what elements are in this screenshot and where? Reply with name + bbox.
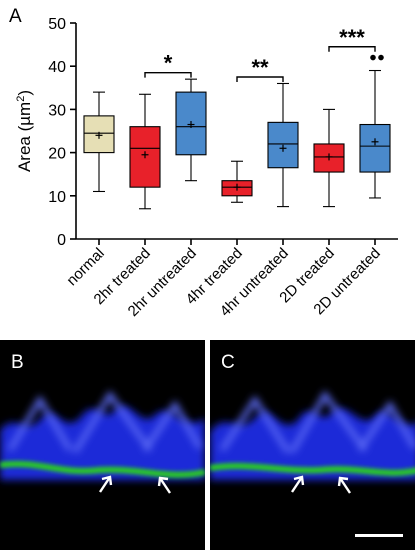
y-tick-label: 20 — [48, 146, 66, 163]
outlier-point — [370, 54, 376, 61]
scale-bar — [355, 534, 403, 537]
arrow-icon — [157, 476, 171, 494]
box-6 — [359, 123, 391, 173]
significance-label: * — [164, 51, 173, 76]
y-tick-label: 40 — [48, 59, 66, 76]
arrow-icon — [337, 476, 351, 494]
outlier-point — [378, 54, 384, 61]
y-tick-label: 30 — [48, 102, 66, 119]
y-tick-label: 0 — [57, 232, 66, 249]
y-axis-label: Area (µm2) — [15, 90, 34, 172]
micrograph-b-image — [0, 390, 205, 494]
panel-label-b: B — [11, 352, 24, 373]
arrow-icon — [291, 475, 305, 493]
box-4 — [267, 121, 299, 169]
arrow-icon — [99, 475, 113, 493]
panel-label-c: C — [221, 352, 235, 373]
y-tick-label: 50 — [48, 16, 66, 33]
micrograph-panel-b: B — [0, 340, 205, 550]
significance-bracket — [144, 71, 192, 78]
panel-label-a: A — [9, 6, 22, 27]
significance-bracket — [236, 76, 284, 82]
micrograph-c-image — [210, 390, 415, 537]
y-tick-label: 10 — [48, 189, 66, 206]
significance-label: ** — [251, 55, 269, 80]
significance-bracket — [328, 46, 376, 52]
x-tick-label: normal — [63, 245, 107, 289]
significance-label: *** — [339, 25, 365, 50]
micrograph-panel-c: C — [210, 340, 415, 550]
